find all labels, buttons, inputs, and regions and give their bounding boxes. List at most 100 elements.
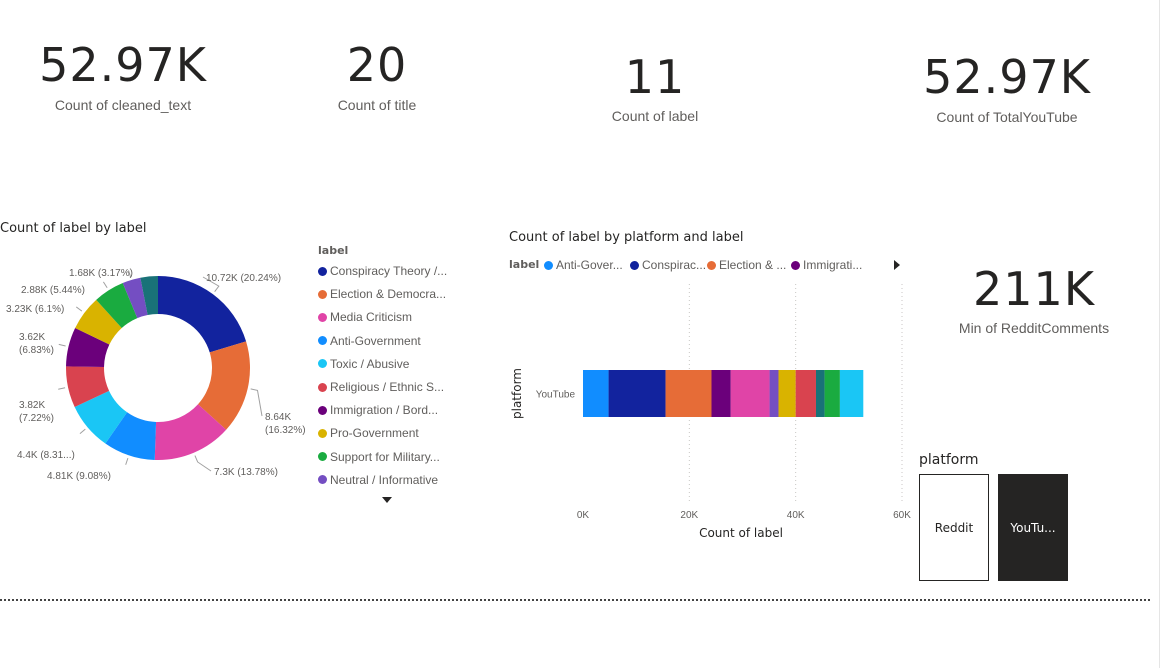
donut-data-label: 7.3K (13.78%)	[214, 467, 278, 478]
donut-legend-label: Immigration / Bord...	[330, 403, 439, 418]
donut-data-label: 4.81K (9.08%)	[47, 471, 111, 482]
stacked-bar-chart[interactable]: 0K 20K 40K 60K YouTube platform Count of label	[505, 280, 915, 545]
legend-dot-icon	[318, 336, 327, 346]
kpi-label-label: Count of label	[611, 108, 699, 124]
donut-legend-item[interactable]: Pro-Government	[318, 426, 419, 440]
page-right-border	[1159, 0, 1163, 668]
bar-legend-title: label	[509, 258, 540, 271]
donut-leader-line	[194, 455, 212, 472]
legend-dot-icon	[318, 382, 327, 392]
bar-legend-label: Immigrati...	[803, 258, 863, 272]
donut-legend-title: label	[318, 244, 349, 257]
donut-data-label: 10.72K (20.24%)	[206, 273, 281, 284]
kpi-label-title: Count of title	[337, 97, 417, 113]
donut-data-label: 8.64K (16.32%)	[265, 412, 306, 436]
donut-legend-label: Anti-Government	[330, 333, 421, 348]
donut-slice[interactable]	[140, 276, 158, 316]
legend-dot-icon	[318, 266, 327, 276]
bar-legend-item[interactable]: Anti-Gover...	[544, 258, 623, 272]
donut-slice[interactable]	[96, 283, 138, 328]
legend-dot-icon	[318, 405, 327, 415]
bar-legend: label Anti-Gover... Conspirac... Election …	[509, 258, 909, 274]
donut-legend-item[interactable]: Neutral / Informative	[318, 473, 438, 487]
donut-legend-label: Pro-Government	[330, 426, 419, 441]
kpi-label-reddit-comments: Min of RedditComments	[958, 320, 1110, 336]
y-axis-title: platform	[510, 368, 524, 419]
bar-segment[interactable]	[711, 370, 731, 417]
donut-legend-label: Conspiracy Theory /...	[330, 264, 448, 278]
bar-segment[interactable]	[769, 370, 779, 417]
donut-slice[interactable]	[74, 390, 128, 444]
legend-dot-icon	[544, 260, 553, 270]
donut-chart[interactable]: 10.72K (20.24%) 8.64K (16.32%) 7.3K (13.78%…	[0, 245, 312, 495]
legend-dot-icon	[318, 312, 327, 322]
donut-leader-line	[58, 387, 66, 390]
donut-legend-item[interactable]: Conspiracy Theory /...	[318, 264, 447, 278]
donut-slice[interactable]	[122, 277, 148, 319]
donut-legend: label Conspiracy Theory /... Election & D…	[318, 242, 478, 512]
donut-slice[interactable]	[66, 328, 110, 368]
bar-segment[interactable]	[608, 370, 666, 417]
kpi-value-title: 20	[346, 38, 408, 92]
legend-scroll-right-icon[interactable]	[894, 260, 901, 270]
y-category-label: YouTube	[536, 390, 576, 401]
donut-slice[interactable]	[105, 412, 157, 460]
bar-legend-item[interactable]: Conspirac...	[630, 258, 706, 272]
bar-segment[interactable]	[583, 370, 609, 417]
bar-legend-label: Anti-Gover...	[556, 258, 623, 272]
legend-dot-icon	[318, 359, 327, 369]
x-tick-label: 0K	[577, 510, 590, 521]
bar-segment[interactable]	[824, 370, 840, 417]
donut-legend-label: Media Criticism	[330, 310, 413, 325]
legend-dot-icon	[707, 260, 716, 270]
x-tick-label: 60K	[893, 510, 911, 521]
kpi-value-reddit-comments: 211K	[973, 262, 1095, 316]
legend-dot-icon	[318, 452, 327, 462]
donut-data-label: 3.23K (6.1%)	[6, 304, 64, 315]
donut-data-label: 4.4K (8.31...)	[17, 450, 75, 461]
bar-segment[interactable]	[815, 370, 825, 417]
x-axis-title: Count of label	[699, 526, 783, 540]
bar-legend-item[interactable]: Immigrati...	[791, 258, 862, 272]
legend-scroll-down-icon[interactable]	[382, 497, 392, 504]
bar-chart-title: Count of label by platform and label	[509, 230, 744, 245]
donut-slice[interactable]	[66, 366, 110, 407]
donut-legend-item[interactable]: Immigration / Bord...	[318, 403, 438, 417]
bar-segment[interactable]	[839, 370, 864, 417]
donut-slice[interactable]	[75, 299, 122, 345]
x-tick-label: 40K	[787, 510, 805, 521]
bar-legend-label: Election & ...	[719, 258, 787, 272]
slicer-option-youtube[interactable]: YouTu...	[998, 474, 1068, 581]
donut-legend-item[interactable]: Media Criticism	[318, 310, 412, 324]
bar-segment[interactable]	[778, 370, 796, 417]
bar-segment[interactable]	[795, 370, 816, 417]
kpi-value-total-youtube: 52.97K	[923, 50, 1091, 104]
donut-slice[interactable]	[154, 404, 227, 460]
donut-legend-label: Toxic / Abusive	[330, 356, 410, 371]
donut-leader-line	[125, 457, 129, 465]
kpi-label-total-youtube: Count of TotalYouTube	[936, 109, 1078, 125]
donut-legend-label: Religious / Ethnic S...	[330, 380, 445, 394]
donut-data-label: 3.82K (7.22%)	[19, 400, 54, 424]
bar-segment[interactable]	[730, 370, 770, 417]
donut-slice[interactable]	[158, 276, 247, 353]
donut-leader-line	[102, 281, 108, 289]
donut-legend-label: Neutral / Informative	[330, 472, 439, 487]
donut-legend-item[interactable]: Religious / Ethnic S...	[318, 380, 444, 394]
kpi-label-cleaned-text: Count of cleaned_text	[54, 97, 192, 113]
donut-legend-label: Election & Democra...	[330, 287, 447, 302]
donut-legend-item[interactable]: Support for Military...	[318, 450, 440, 464]
donut-slice[interactable]	[198, 341, 251, 430]
donut-legend-label: Support for Military...	[330, 449, 440, 464]
donut-leader-line	[75, 306, 83, 312]
donut-legend-item[interactable]: Election & Democra...	[318, 287, 446, 301]
kpi-value-label: 11	[624, 50, 686, 104]
bar-legend-item[interactable]: Election & ...	[707, 258, 786, 272]
donut-chart-title: Count of label by label	[0, 221, 147, 236]
donut-legend-item[interactable]: Toxic / Abusive	[318, 357, 409, 371]
bar-segment[interactable]	[665, 370, 712, 417]
donut-leader-line	[79, 428, 86, 435]
legend-dot-icon	[630, 260, 639, 270]
donut-legend-item[interactable]: Anti-Government	[318, 334, 421, 348]
slicer-option-reddit[interactable]: Reddit	[919, 474, 989, 581]
